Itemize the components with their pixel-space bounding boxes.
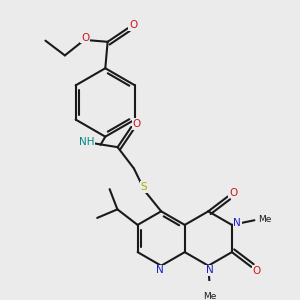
Text: Me: Me bbox=[259, 215, 272, 224]
Text: O: O bbox=[229, 188, 237, 198]
Text: O: O bbox=[81, 32, 89, 43]
Text: N: N bbox=[206, 266, 214, 275]
Text: S: S bbox=[141, 182, 147, 192]
Text: O: O bbox=[129, 20, 137, 31]
Text: O: O bbox=[133, 119, 141, 129]
Text: N: N bbox=[156, 266, 164, 275]
Text: O: O bbox=[253, 266, 261, 276]
Text: NH: NH bbox=[79, 137, 94, 147]
Text: N: N bbox=[233, 218, 241, 228]
Text: Me: Me bbox=[203, 292, 217, 300]
